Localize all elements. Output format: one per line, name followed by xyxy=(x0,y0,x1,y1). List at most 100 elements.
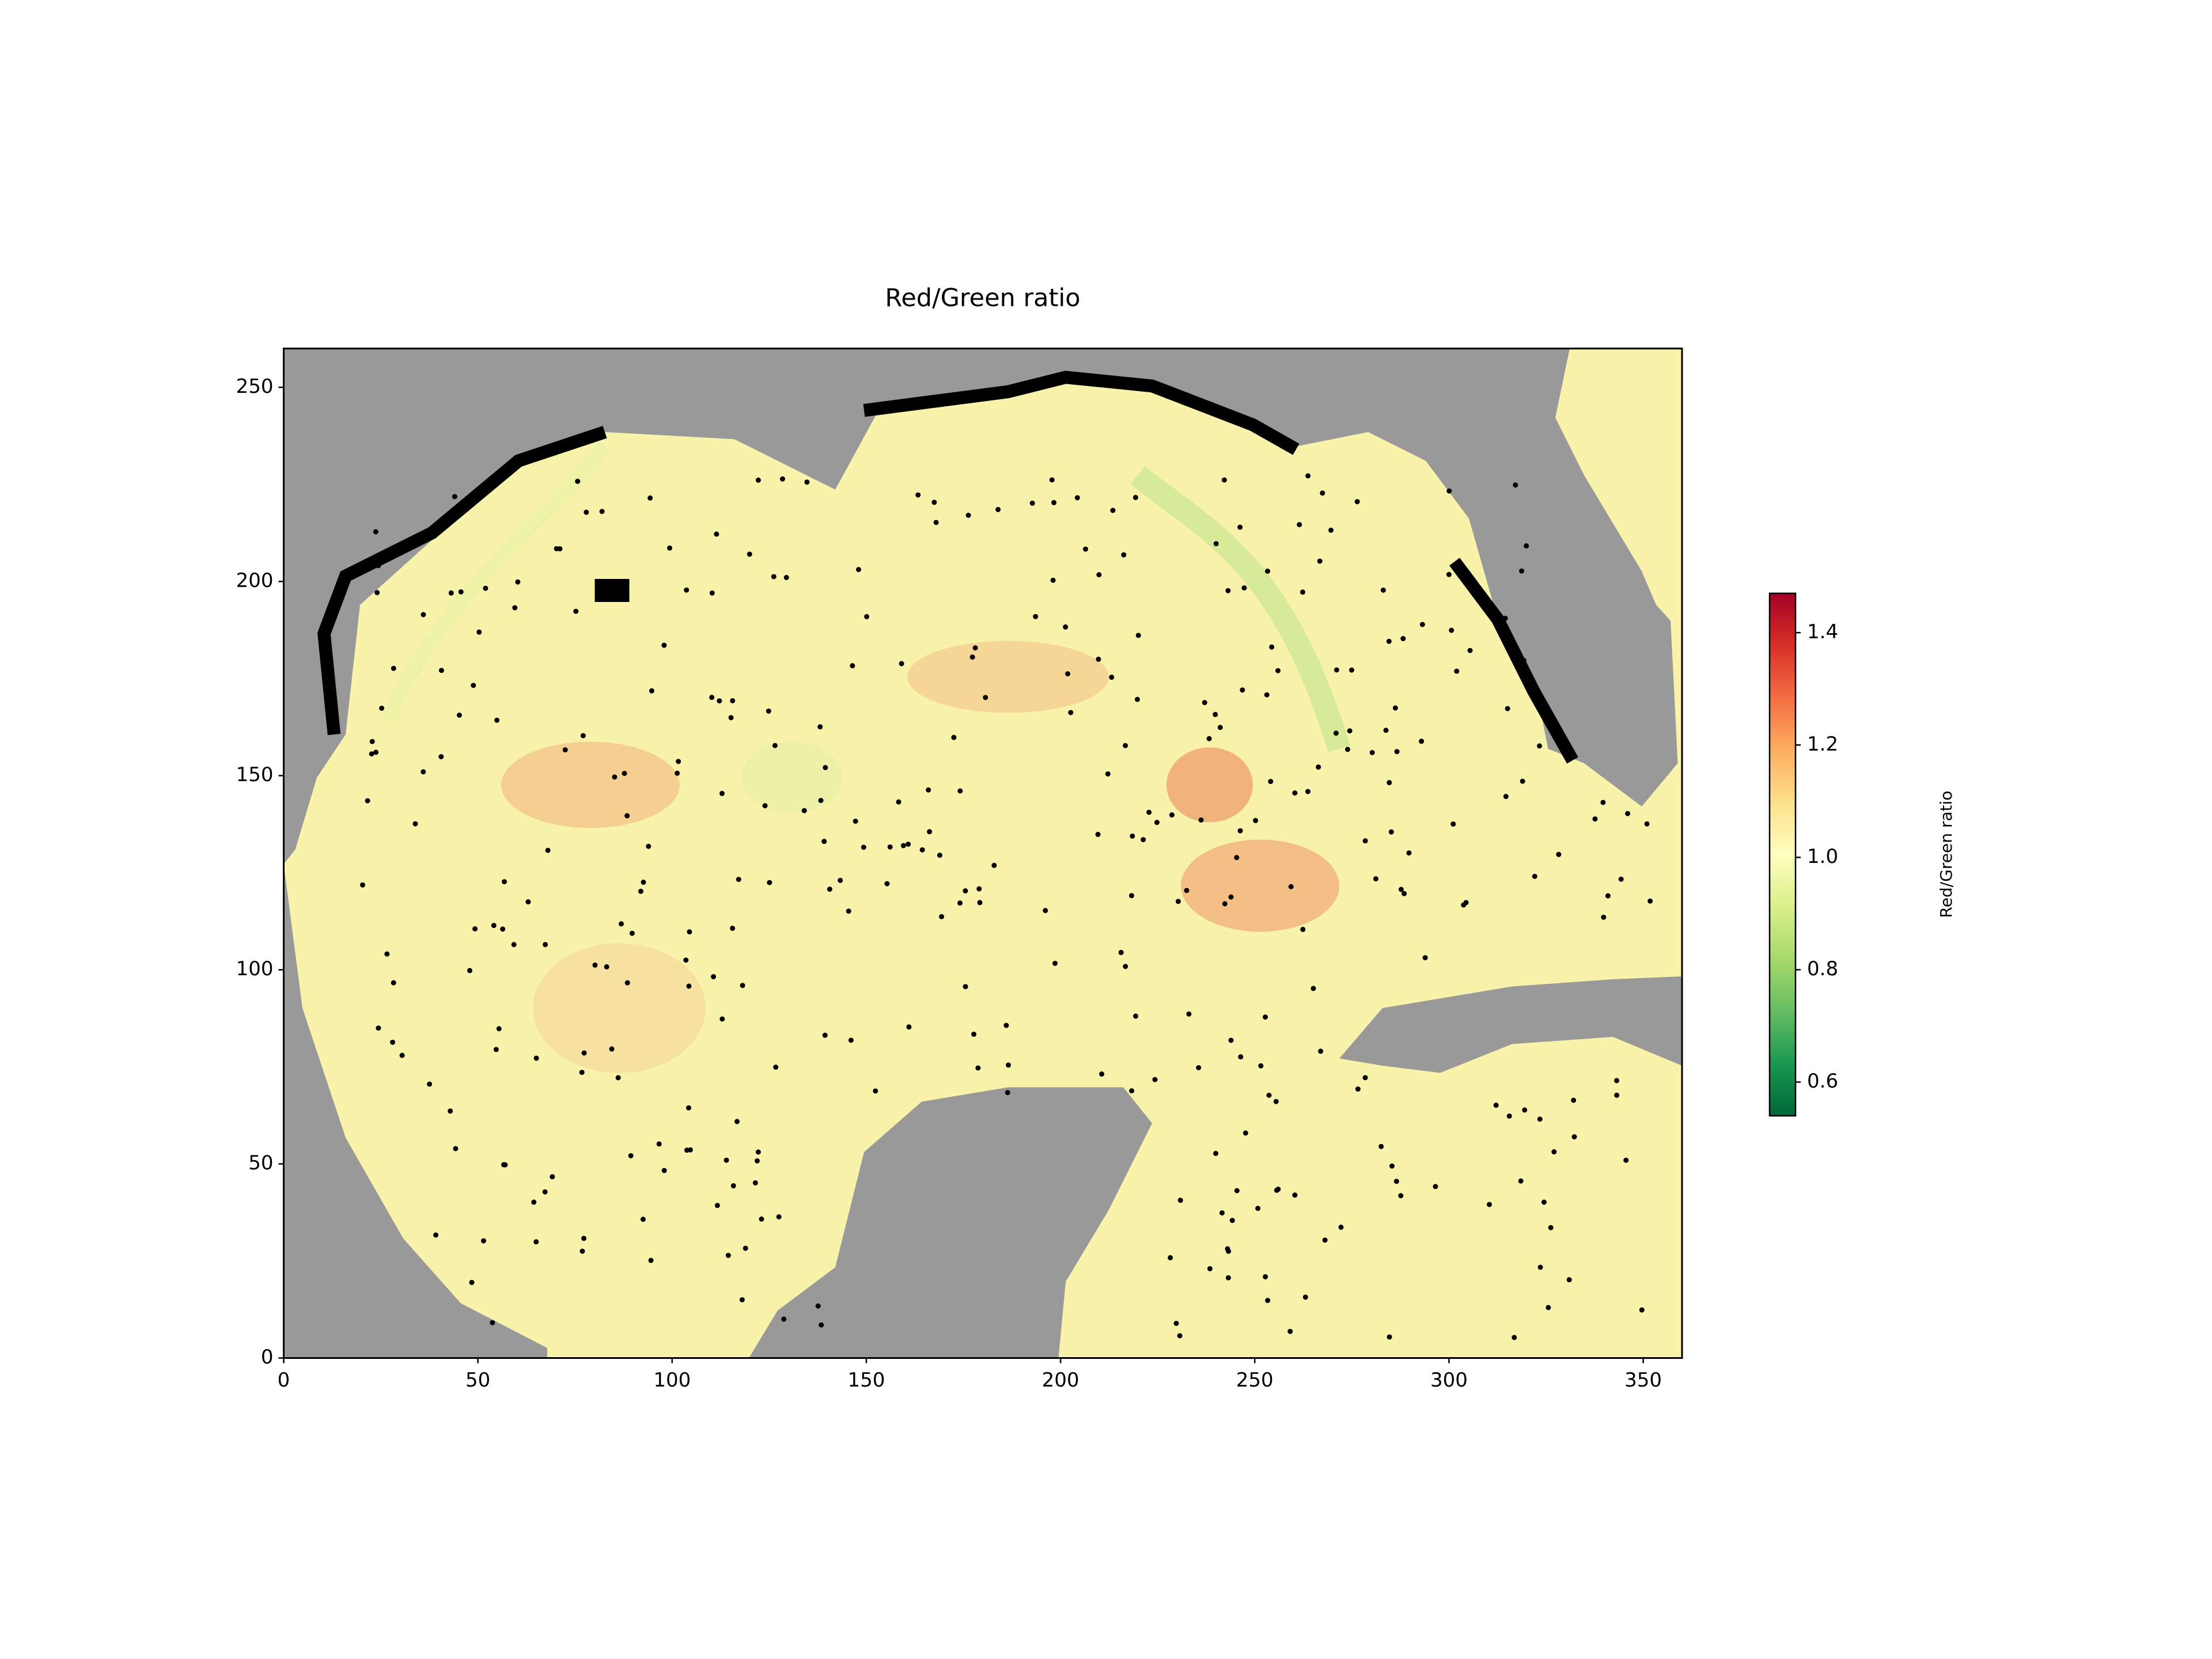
point-marker xyxy=(1419,622,1425,627)
point-marker xyxy=(719,790,725,796)
point-marker xyxy=(376,563,381,569)
point-marker xyxy=(1486,1202,1492,1207)
point-marker xyxy=(1237,828,1243,834)
point-marker xyxy=(1541,1199,1547,1205)
point-marker xyxy=(1177,1198,1183,1203)
point-marker xyxy=(1571,1097,1577,1103)
point-marker xyxy=(686,983,692,989)
point-marker xyxy=(1263,1274,1268,1279)
point-marker xyxy=(864,613,870,619)
point-marker xyxy=(438,668,444,673)
point-marker xyxy=(1449,627,1455,633)
point-marker xyxy=(1502,615,1508,621)
point-marker xyxy=(467,968,473,974)
point-marker xyxy=(1168,1255,1173,1260)
point-marker xyxy=(1338,1224,1344,1230)
point-marker xyxy=(783,575,789,581)
point-marker xyxy=(480,1238,486,1244)
point-marker xyxy=(1269,644,1275,650)
point-marker xyxy=(1207,1266,1213,1271)
point-marker xyxy=(1169,812,1175,818)
point-marker xyxy=(412,821,418,827)
point-marker xyxy=(1600,800,1606,805)
point-marker xyxy=(779,476,785,482)
point-marker xyxy=(1347,728,1353,734)
point-marker xyxy=(579,1070,585,1075)
point-marker xyxy=(684,587,690,593)
point-marker xyxy=(1196,1065,1202,1070)
point-marker xyxy=(821,839,827,844)
point-marker xyxy=(1387,1334,1392,1340)
point-marker xyxy=(1551,1149,1557,1155)
point-marker xyxy=(1519,568,1525,574)
point-marker xyxy=(991,862,997,868)
point-marker xyxy=(1258,1063,1264,1069)
point-marker xyxy=(452,494,457,499)
point-marker xyxy=(638,888,643,894)
point-marker xyxy=(612,774,618,780)
point-marker xyxy=(1369,749,1375,755)
point-marker xyxy=(1566,1277,1572,1283)
point-marker xyxy=(939,914,945,919)
point-marker xyxy=(525,899,531,905)
point-marker xyxy=(1300,589,1305,595)
point-marker xyxy=(438,754,444,760)
point-marker xyxy=(1213,541,1219,547)
point-marker xyxy=(1005,1090,1010,1096)
point-marker xyxy=(581,1236,587,1241)
point-marker xyxy=(1310,986,1316,991)
point-marker xyxy=(1275,668,1281,673)
point-marker xyxy=(1229,1218,1235,1224)
point-marker xyxy=(1386,638,1392,644)
point-marker xyxy=(1506,1113,1512,1119)
point-marker xyxy=(554,546,559,552)
point-marker xyxy=(1524,543,1529,549)
point-marker xyxy=(1253,817,1259,823)
point-marker xyxy=(1050,577,1056,583)
point-marker xyxy=(1292,790,1298,796)
point-marker xyxy=(1305,789,1310,794)
point-marker xyxy=(1049,477,1055,483)
point-marker xyxy=(1109,675,1115,680)
point-marker xyxy=(1255,1206,1261,1211)
point-marker xyxy=(584,509,589,515)
point-marker xyxy=(648,1257,654,1263)
point-marker xyxy=(1446,571,1452,577)
point-marker xyxy=(781,1316,787,1322)
point-marker xyxy=(728,715,734,721)
point-marker xyxy=(457,511,463,517)
colorbar-tick-label: 0.8 xyxy=(1807,957,1838,980)
point-marker xyxy=(1362,1075,1368,1081)
point-marker xyxy=(822,1032,828,1038)
point-marker xyxy=(369,751,374,757)
point-marker xyxy=(667,545,673,551)
point-marker xyxy=(1123,964,1128,969)
point-marker xyxy=(359,882,365,888)
point-marker xyxy=(815,1303,821,1309)
point-marker xyxy=(1118,950,1124,956)
point-marker xyxy=(1380,587,1386,593)
point-marker xyxy=(622,771,627,777)
point-marker xyxy=(501,1162,507,1168)
point-marker xyxy=(1225,1275,1231,1281)
point-marker xyxy=(937,853,942,858)
point-marker xyxy=(766,708,771,714)
point-marker xyxy=(1605,893,1611,899)
point-marker xyxy=(399,1052,405,1058)
point-marker xyxy=(1513,482,1518,488)
point-marker xyxy=(767,880,772,885)
point-marker xyxy=(1639,1307,1645,1313)
point-marker xyxy=(1132,1013,1138,1019)
point-marker xyxy=(491,923,497,929)
point-marker xyxy=(1240,687,1245,693)
point-marker xyxy=(817,724,823,730)
point-marker xyxy=(1121,552,1127,558)
point-marker xyxy=(1237,524,1243,530)
map-image xyxy=(283,349,1682,1358)
point-marker xyxy=(656,1141,662,1147)
point-marker xyxy=(1292,1192,1298,1198)
point-marker xyxy=(453,1146,459,1152)
point-marker xyxy=(433,1232,439,1238)
point-marker xyxy=(1043,908,1048,914)
point-marker xyxy=(1546,1305,1551,1310)
